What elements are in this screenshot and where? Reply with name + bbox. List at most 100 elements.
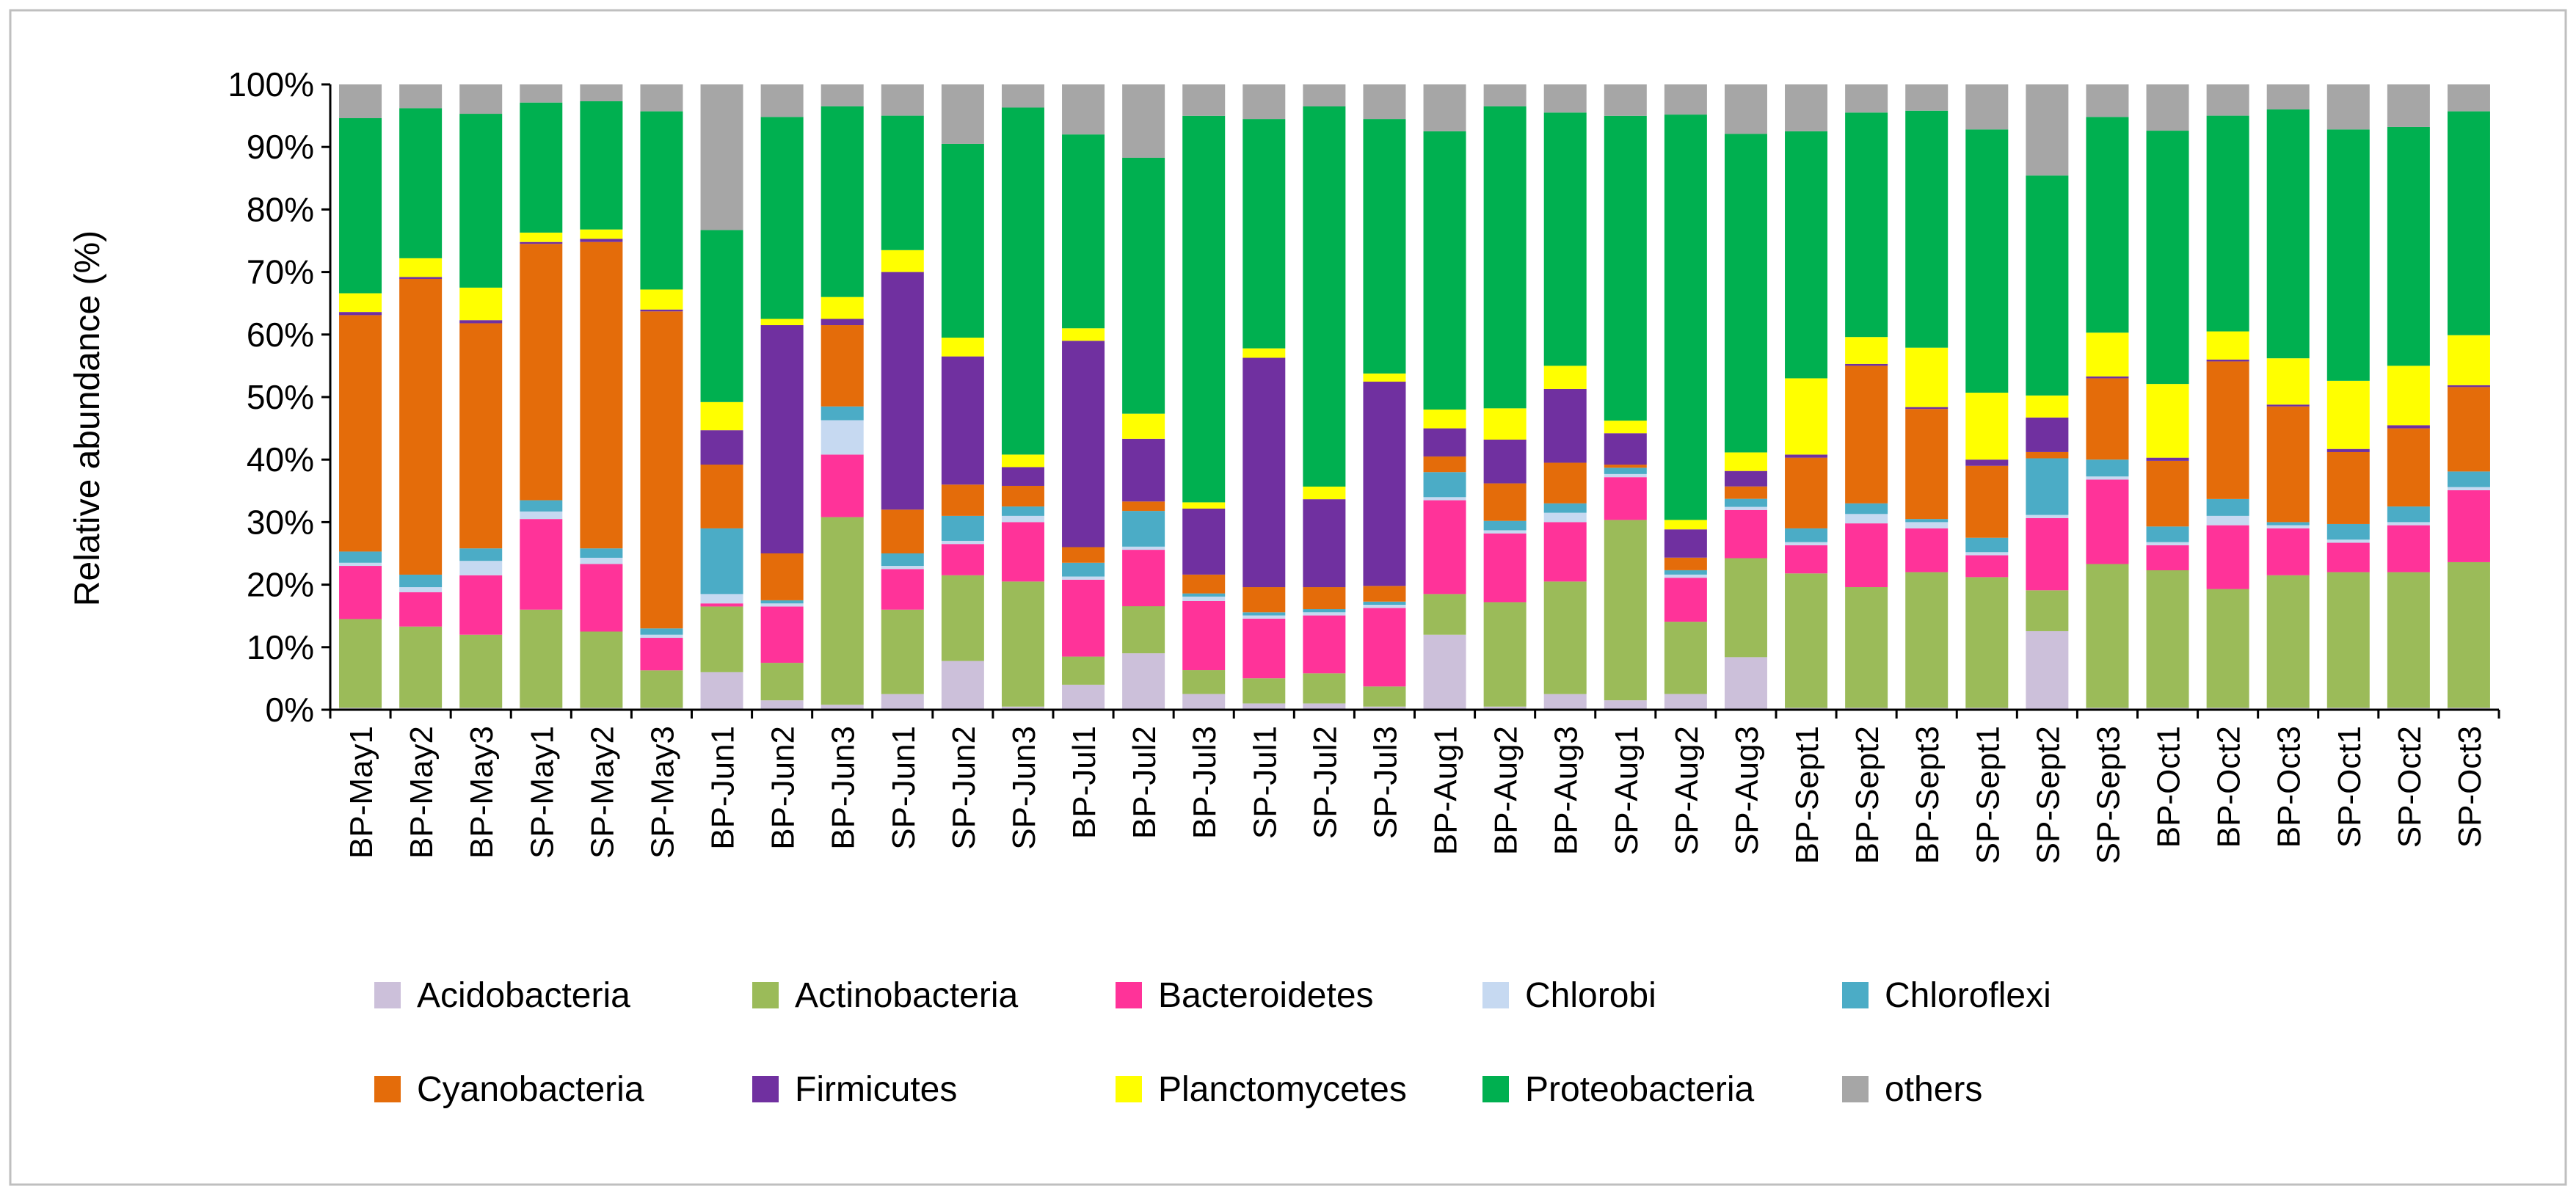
bar-segment [2146, 570, 2189, 708]
bar-segment [1845, 337, 1888, 364]
bar-segment [459, 84, 503, 114]
bar-segment [821, 84, 864, 106]
bar-segment [1182, 115, 1226, 503]
bar-segment [339, 566, 382, 619]
bar-segment [1905, 347, 1949, 407]
bar-segment [1845, 523, 1888, 587]
bar-segment [760, 553, 804, 600]
bar-segment [1724, 470, 1767, 487]
bar-segment [1182, 574, 1226, 594]
bar-segment [1423, 84, 1466, 131]
bar-segment [1001, 485, 1044, 507]
x-tick-label: SP-Oct3 [2452, 726, 2488, 848]
bar-segment [1483, 439, 1527, 484]
legend-label: Chloroflexi [1885, 976, 2051, 1015]
legend-swatch [752, 1076, 779, 1102]
bar-segment [760, 606, 804, 663]
bar-segment [1965, 537, 2009, 553]
bar-segment [1122, 550, 1165, 606]
bar-segment [2326, 380, 2370, 449]
bar-segment [459, 634, 503, 708]
bar-segment [459, 575, 503, 635]
bar-segment [399, 277, 443, 279]
bar-segment [640, 84, 683, 112]
bar-segment [1363, 605, 1406, 608]
bar-segment [399, 258, 443, 277]
bar-segment [2447, 487, 2490, 490]
bar-segment [2206, 359, 2249, 362]
bar-segment [1363, 706, 1406, 710]
bar-segment [1062, 328, 1105, 341]
bar-segment [580, 241, 623, 549]
bar-segment [2266, 528, 2310, 575]
bar-segment [1604, 477, 1647, 520]
x-tick-label: SP-Sept3 [2090, 726, 2126, 864]
x-tick-label: BP-Aug1 [1428, 726, 1464, 855]
bar-segment [520, 609, 563, 708]
bar-segment [1182, 600, 1226, 671]
bar-segment [1242, 84, 1286, 120]
legend-item: Cyanobacteria [374, 1070, 644, 1109]
bar-segment [1965, 577, 2009, 708]
bar-segment [1122, 413, 1165, 439]
bar-segment [1423, 428, 1466, 457]
bar-segment [399, 626, 443, 708]
bar-segment [640, 111, 683, 290]
bar-segment [1543, 112, 1587, 366]
x-tick-label: SP-Jul3 [1367, 726, 1403, 839]
bar-segment [1543, 84, 1587, 113]
legend-swatch [1116, 1076, 1142, 1102]
bar-segment [1724, 506, 1767, 510]
bar-segment [339, 551, 382, 563]
bar-segment [2146, 460, 2189, 527]
bar-segment [1664, 622, 1707, 694]
bar-segment [1965, 84, 2009, 130]
bar-segment [941, 661, 984, 710]
bar-segment [1543, 694, 1587, 710]
bar-segment [2266, 358, 2310, 405]
bar-segment [640, 311, 683, 629]
bar-segment [2266, 84, 2310, 110]
bar-segment [2326, 448, 2370, 452]
bar-segment [1965, 555, 2009, 578]
bar-segment [1363, 586, 1406, 602]
bar-segment [1543, 503, 1587, 513]
bar-segment [1303, 499, 1346, 588]
bar-segment [1543, 581, 1587, 694]
bar-segment [1604, 520, 1647, 701]
bar-segment [1785, 457, 1828, 528]
bar-segment [1122, 84, 1165, 158]
bar-segment [520, 500, 563, 512]
bar-segment [2326, 129, 2370, 381]
bar-segment [2086, 376, 2129, 379]
legend-item: Chlorobi [1482, 976, 1656, 1015]
bar-segment [1423, 500, 1466, 594]
bar-segment [2447, 385, 2490, 388]
bar-segment [2086, 117, 2129, 333]
bar-segment [1543, 512, 1587, 523]
bar-segment [2447, 490, 2490, 562]
bar-segment [941, 143, 984, 338]
bar-segment [520, 241, 563, 244]
bar-segment [1604, 465, 1647, 468]
y-tick-label: 20% [247, 566, 314, 604]
legend-item: Bacteroidetes [1116, 976, 1374, 1015]
bar-segment [1785, 378, 1828, 455]
bar-segment [1001, 84, 1044, 108]
legend-swatch [1482, 982, 1509, 1008]
bar-segment [580, 84, 623, 101]
bar-segment [1182, 502, 1226, 509]
bar-segment [1122, 501, 1165, 512]
bar-segment [1182, 593, 1226, 597]
bar-segment [2086, 378, 2129, 460]
bar-segment [2146, 526, 2189, 542]
bar-segment [821, 106, 864, 297]
bar-segment [580, 564, 623, 632]
bar-segment [2086, 476, 2129, 480]
x-tick-label: SP-Jun2 [946, 726, 982, 850]
bar-segment [459, 561, 503, 575]
bar-segment [700, 603, 743, 607]
bar-segment [1965, 552, 2009, 556]
y-tick-label: 100% [228, 65, 314, 103]
legend-item: Firmicutes [752, 1070, 957, 1109]
